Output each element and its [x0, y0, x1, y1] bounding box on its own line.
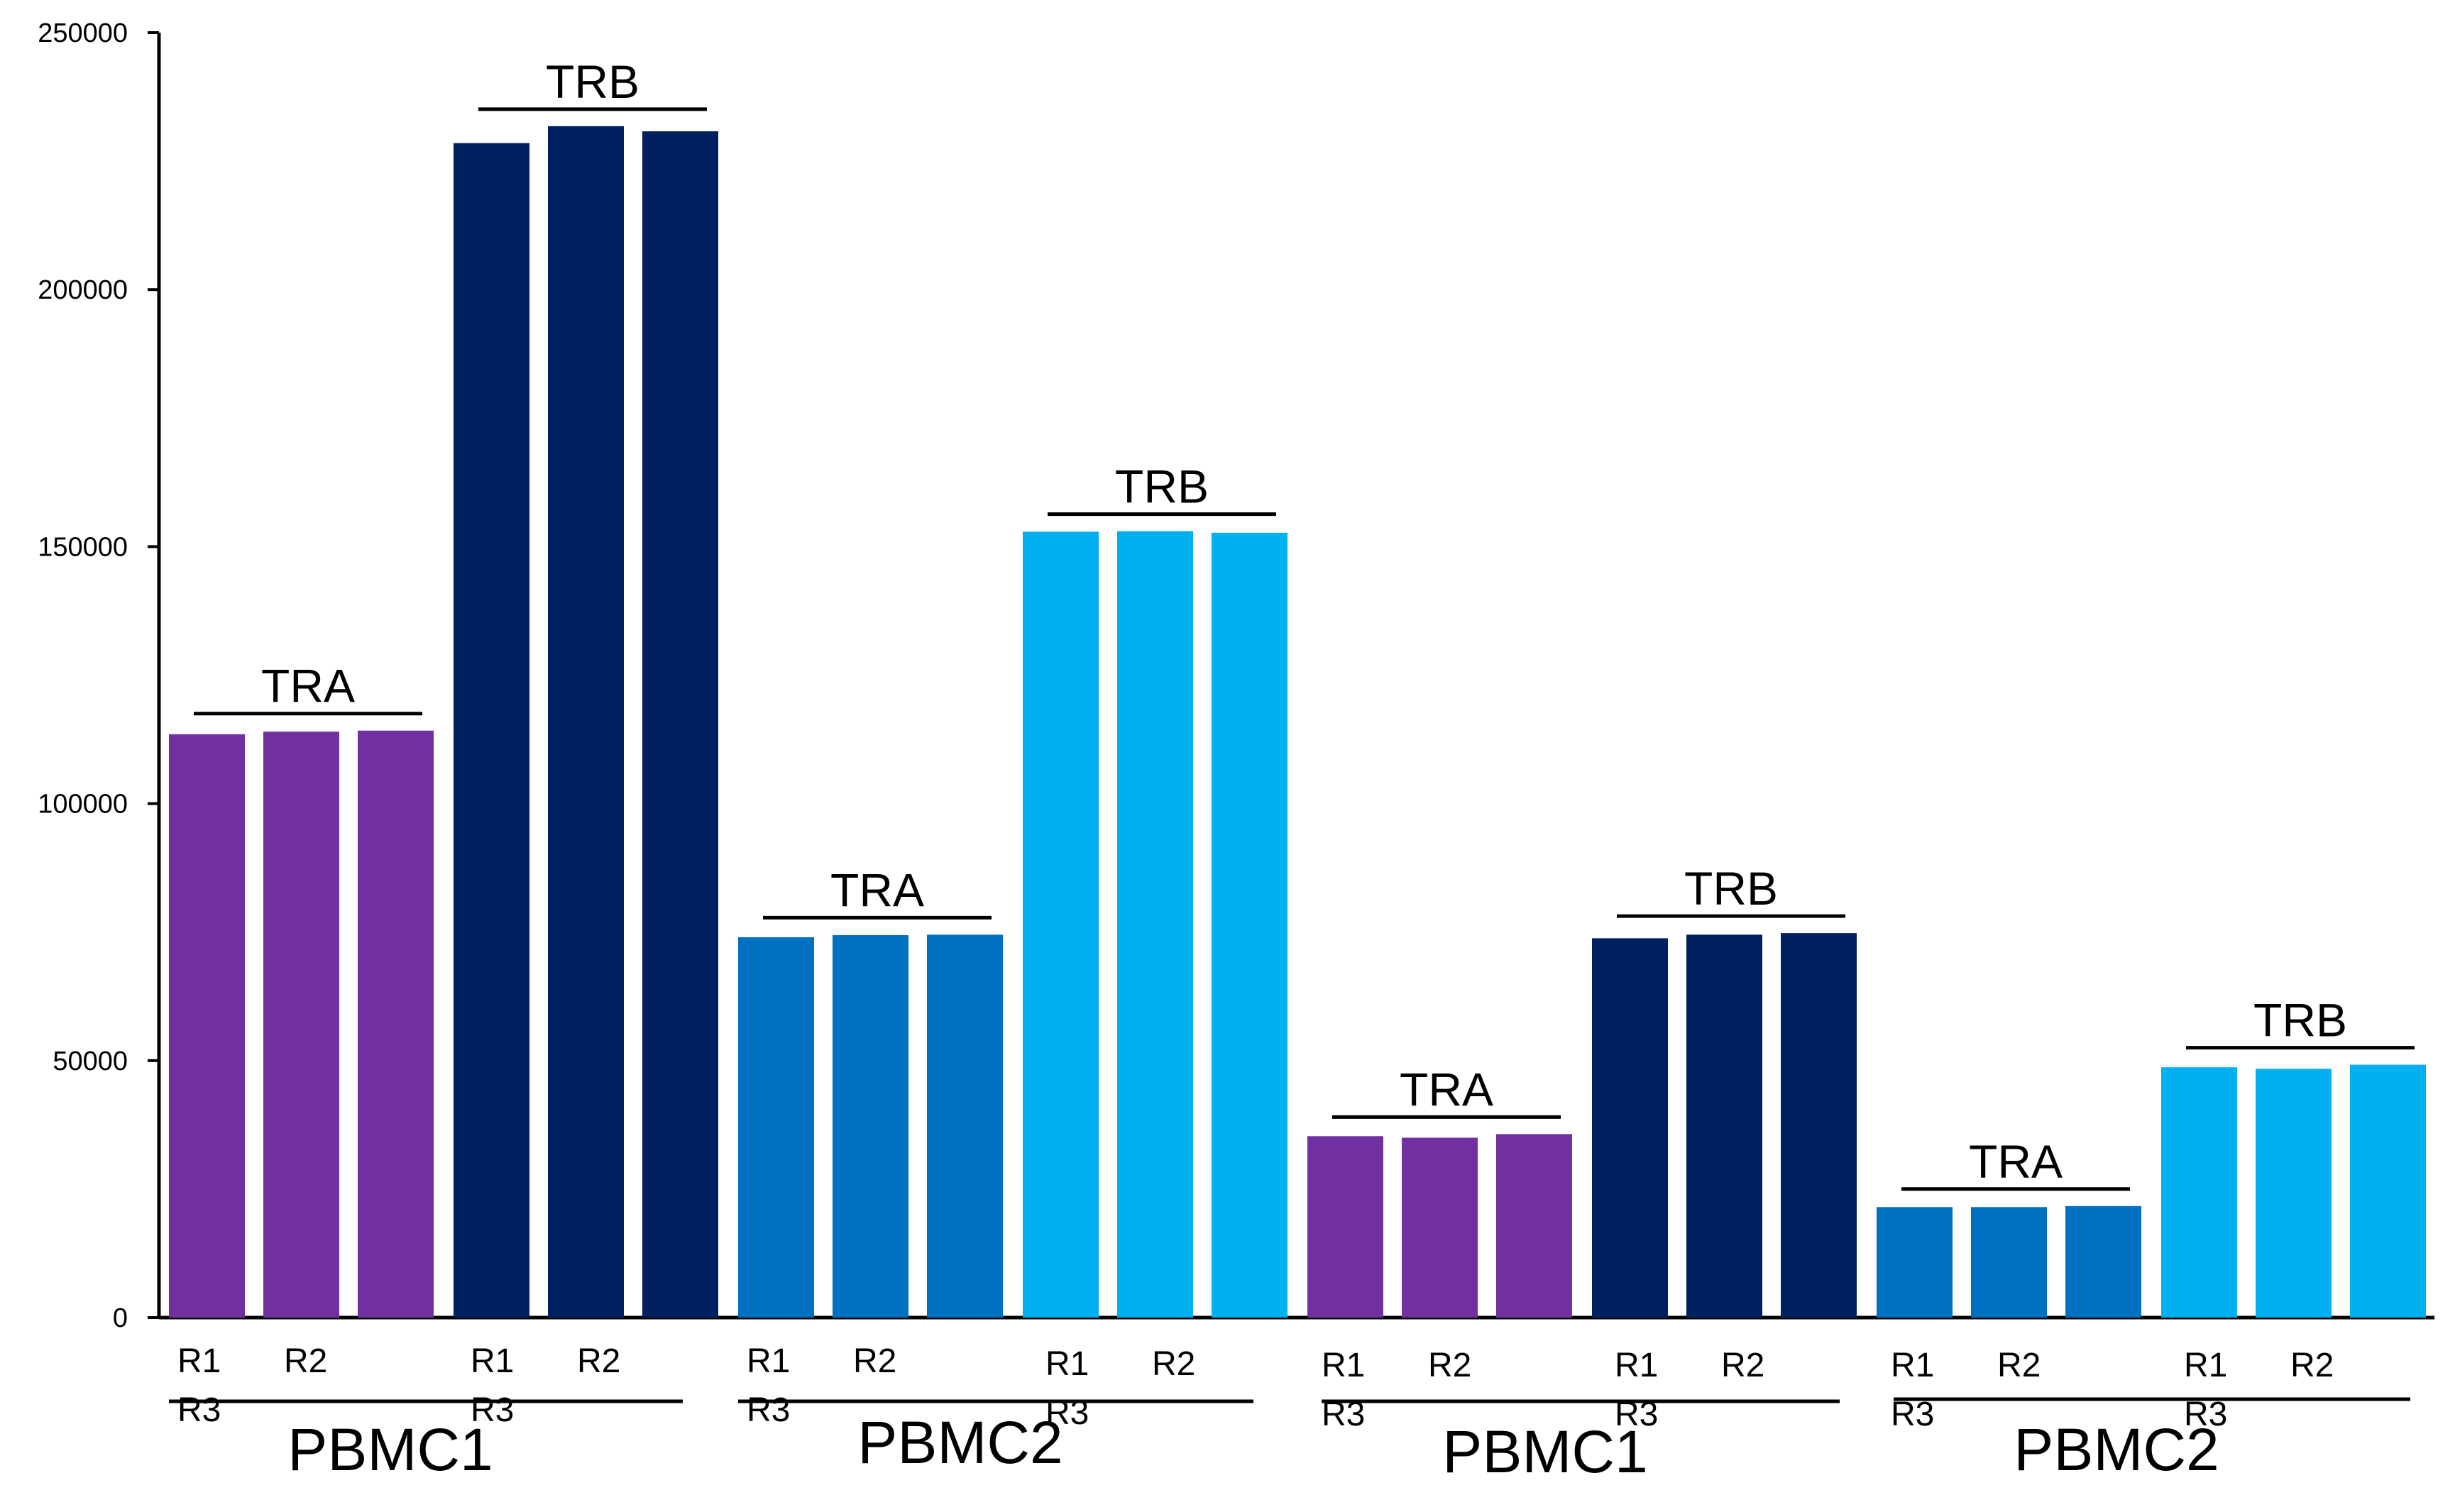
bar-tra-pbmc2-r1 [1877, 1207, 1953, 1318]
bar-tra-pbmc2-r3 [927, 934, 1003, 1318]
bar-tra-pbmc1-r3 [358, 730, 434, 1318]
bar-tra-pbmc2-r2 [833, 935, 908, 1318]
replicate-label: R1 [1615, 1347, 1658, 1384]
bar-tra-pbmc2-r3 [2065, 1205, 2141, 1318]
replicate-label: R1 [471, 1342, 514, 1380]
replicate-label: R1 [1322, 1347, 1365, 1384]
y-tick-label: 150000 [38, 532, 128, 562]
bar-trb-pbmc1-r2 [548, 126, 624, 1318]
bar-trb-pbmc1-r2 [1686, 934, 1762, 1318]
bar-trb-pbmc2-r1 [2161, 1067, 2237, 1318]
sample-label-pbmc2: PBMC2 [2014, 1416, 2219, 1483]
group-label-trb: TRB [1684, 862, 1778, 915]
replicate-label: R2 [2290, 1347, 2334, 1384]
y-tick-label: 100000 [38, 790, 128, 820]
sample-label-pbmc1: PBMC1 [1442, 1418, 1647, 1485]
y-tick-label: 200000 [38, 275, 128, 305]
replicate-label: R2 [1997, 1347, 2041, 1384]
replicate-label: R1 [177, 1342, 221, 1380]
bar-trb-pbmc2-r3 [2350, 1064, 2426, 1318]
bar-trb-pbmc1-r1 [454, 143, 529, 1318]
group-label-tra: TRA [1400, 1063, 1493, 1115]
sample-label-pbmc1: PBMC1 [287, 1416, 493, 1483]
bar-tra-pbmc1-r2 [263, 732, 339, 1318]
bar-tra-pbmc1-r2 [1402, 1137, 1478, 1318]
replicate-label: R1 [2184, 1347, 2227, 1384]
bar-trb-pbmc1-r1 [1592, 938, 1668, 1318]
replicate-label: R2 [1428, 1347, 1471, 1384]
replicate-label: R3 [747, 1391, 790, 1429]
bar-tra-pbmc1-r3 [1496, 1134, 1572, 1318]
replicate-label: R3 [471, 1391, 514, 1429]
group-label-trb: TRB [546, 55, 639, 108]
y-tick-label: 0 [113, 1303, 128, 1333]
group-label-tra: TRA [1969, 1135, 2063, 1188]
replicate-label: R3 [1891, 1396, 1934, 1433]
replicate-label: R2 [1721, 1347, 1764, 1384]
replicate-label: R1 [747, 1342, 790, 1380]
bar-trb-pbmc2-r3 [1212, 532, 1287, 1318]
sample-label-pbmc2: PBMC2 [857, 1409, 1062, 1476]
bar-trb-pbmc2-r1 [1023, 531, 1099, 1318]
group-label-trb: TRB [2253, 994, 2347, 1047]
replicate-label: R3 [177, 1391, 221, 1429]
bar-trb-pbmc2-r2 [1117, 531, 1193, 1318]
bar-tra-pbmc1-r1 [169, 734, 245, 1318]
group-label-trb: TRB [1115, 460, 1209, 513]
replicate-label: R2 [284, 1342, 327, 1380]
y-tick-label: 50000 [53, 1047, 128, 1076]
replicate-label: R2 [577, 1342, 620, 1380]
group-label-tra: TRA [830, 863, 924, 916]
y-tick-label: 250000 [38, 18, 128, 48]
replicate-label: R3 [2184, 1396, 2227, 1433]
replicate-label: R2 [853, 1342, 896, 1380]
bar-trb-pbmc1-r3 [1781, 933, 1857, 1318]
replicate-label: R1 [1891, 1347, 1934, 1384]
bar-tra-pbmc2-r1 [738, 937, 814, 1318]
bar-trb-pbmc1-r3 [642, 131, 718, 1318]
group-label-tra: TRA [261, 660, 355, 712]
bar-tra-pbmc1-r1 [1307, 1136, 1383, 1318]
bar-tra-pbmc2-r2 [1971, 1207, 2047, 1318]
replicate-label: R2 [1152, 1345, 1195, 1383]
bar-trb-pbmc2-r2 [2256, 1069, 2332, 1318]
replicate-label: R1 [1045, 1345, 1089, 1383]
